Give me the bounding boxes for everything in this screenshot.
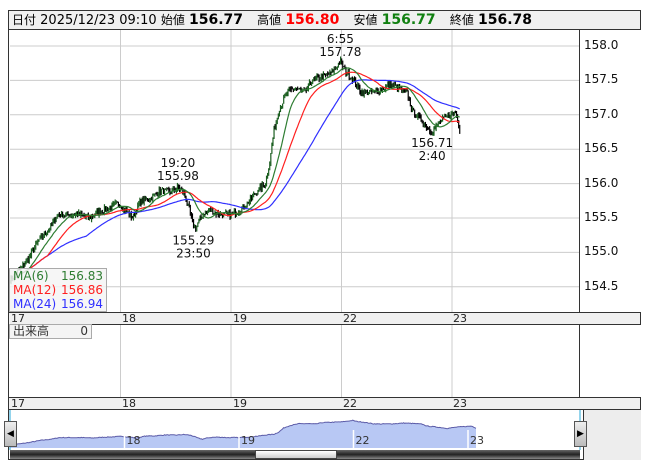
volume-legend: 出来高 0 xyxy=(9,324,92,339)
ma-legend: MA(6) 156.83 MA(12) 156.86 MA(24) 156.94 xyxy=(9,268,107,312)
ma6-line xyxy=(9,67,460,284)
navigator-date-label: 22 xyxy=(356,434,370,447)
navigator-date-label: 18 xyxy=(127,434,141,447)
close-label: 終値 xyxy=(449,13,474,27)
price-tick-label: 157.5 xyxy=(584,72,619,87)
arrow-left-icon[interactable]: ◀ xyxy=(4,421,17,447)
navigator-line xyxy=(9,419,477,446)
price-axis: 158.0 157.5 157.0 156.5 156.0 155.5 155.0 154.5 xyxy=(579,30,641,312)
open-value: 156.77 xyxy=(188,12,244,28)
navigator-area xyxy=(10,420,477,448)
high-label: 高値 xyxy=(257,13,282,27)
annotation-text: 6:55 xyxy=(327,32,354,46)
annotation-text: 155.98 xyxy=(157,169,199,183)
volume-axis xyxy=(579,324,641,397)
datetime-value: 2025/12/23 09:10 xyxy=(40,13,157,28)
annotation-text: 156.71 xyxy=(411,136,453,150)
date-label: 日付 xyxy=(12,13,37,27)
price-tick-label: 156.0 xyxy=(584,175,619,190)
annotation-text: 2:40 xyxy=(419,149,446,163)
scrollbar-thumb[interactable] xyxy=(255,450,337,459)
price-tick-label: 157.0 xyxy=(584,106,619,121)
navigator-date-label: 19 xyxy=(241,434,255,447)
price-tick-label: 154.5 xyxy=(584,278,619,293)
price-annotation: 156.712:40 xyxy=(411,136,453,163)
price-tick-label: 156.5 xyxy=(584,141,619,156)
arrow-right-icon[interactable]: ▶ xyxy=(574,421,587,447)
ma24-line xyxy=(9,79,461,284)
ma12-line xyxy=(9,71,460,284)
close-value: 156.78 xyxy=(477,12,532,28)
navigator-corner xyxy=(583,410,641,460)
ma24-legend: MA(24) 156.94 xyxy=(13,297,103,311)
low-label: 安値 xyxy=(353,13,378,27)
low-value: 156.77 xyxy=(381,12,436,28)
navigator-date-label: 23 xyxy=(470,434,484,447)
date-axis-volume: 17 18 19 22 23 xyxy=(8,397,641,410)
annotation-text: 155.29 xyxy=(172,233,214,247)
ohlc-header: 日付 2025/12/23 09:10 始値 156.77 高値 156.80 … xyxy=(8,10,641,30)
price-tick-label: 155.5 xyxy=(584,210,619,224)
high-value: 156.80 xyxy=(285,12,340,28)
price-tick-label: 158.0 xyxy=(584,38,619,52)
scrollbar[interactable] xyxy=(10,450,580,459)
annotation-text: 157.78 xyxy=(319,45,361,59)
ma6-legend: MA(6) 156.83 xyxy=(13,269,103,283)
ma12-legend: MA(12) 156.86 xyxy=(13,283,103,297)
annotation-text: 19:20 xyxy=(161,156,196,170)
open-label: 始値 xyxy=(160,13,185,27)
date-axis-main: 17 18 19 22 23 xyxy=(8,312,641,325)
price-tick-label: 155.0 xyxy=(584,244,619,259)
annotation-text: 23:50 xyxy=(176,246,211,260)
